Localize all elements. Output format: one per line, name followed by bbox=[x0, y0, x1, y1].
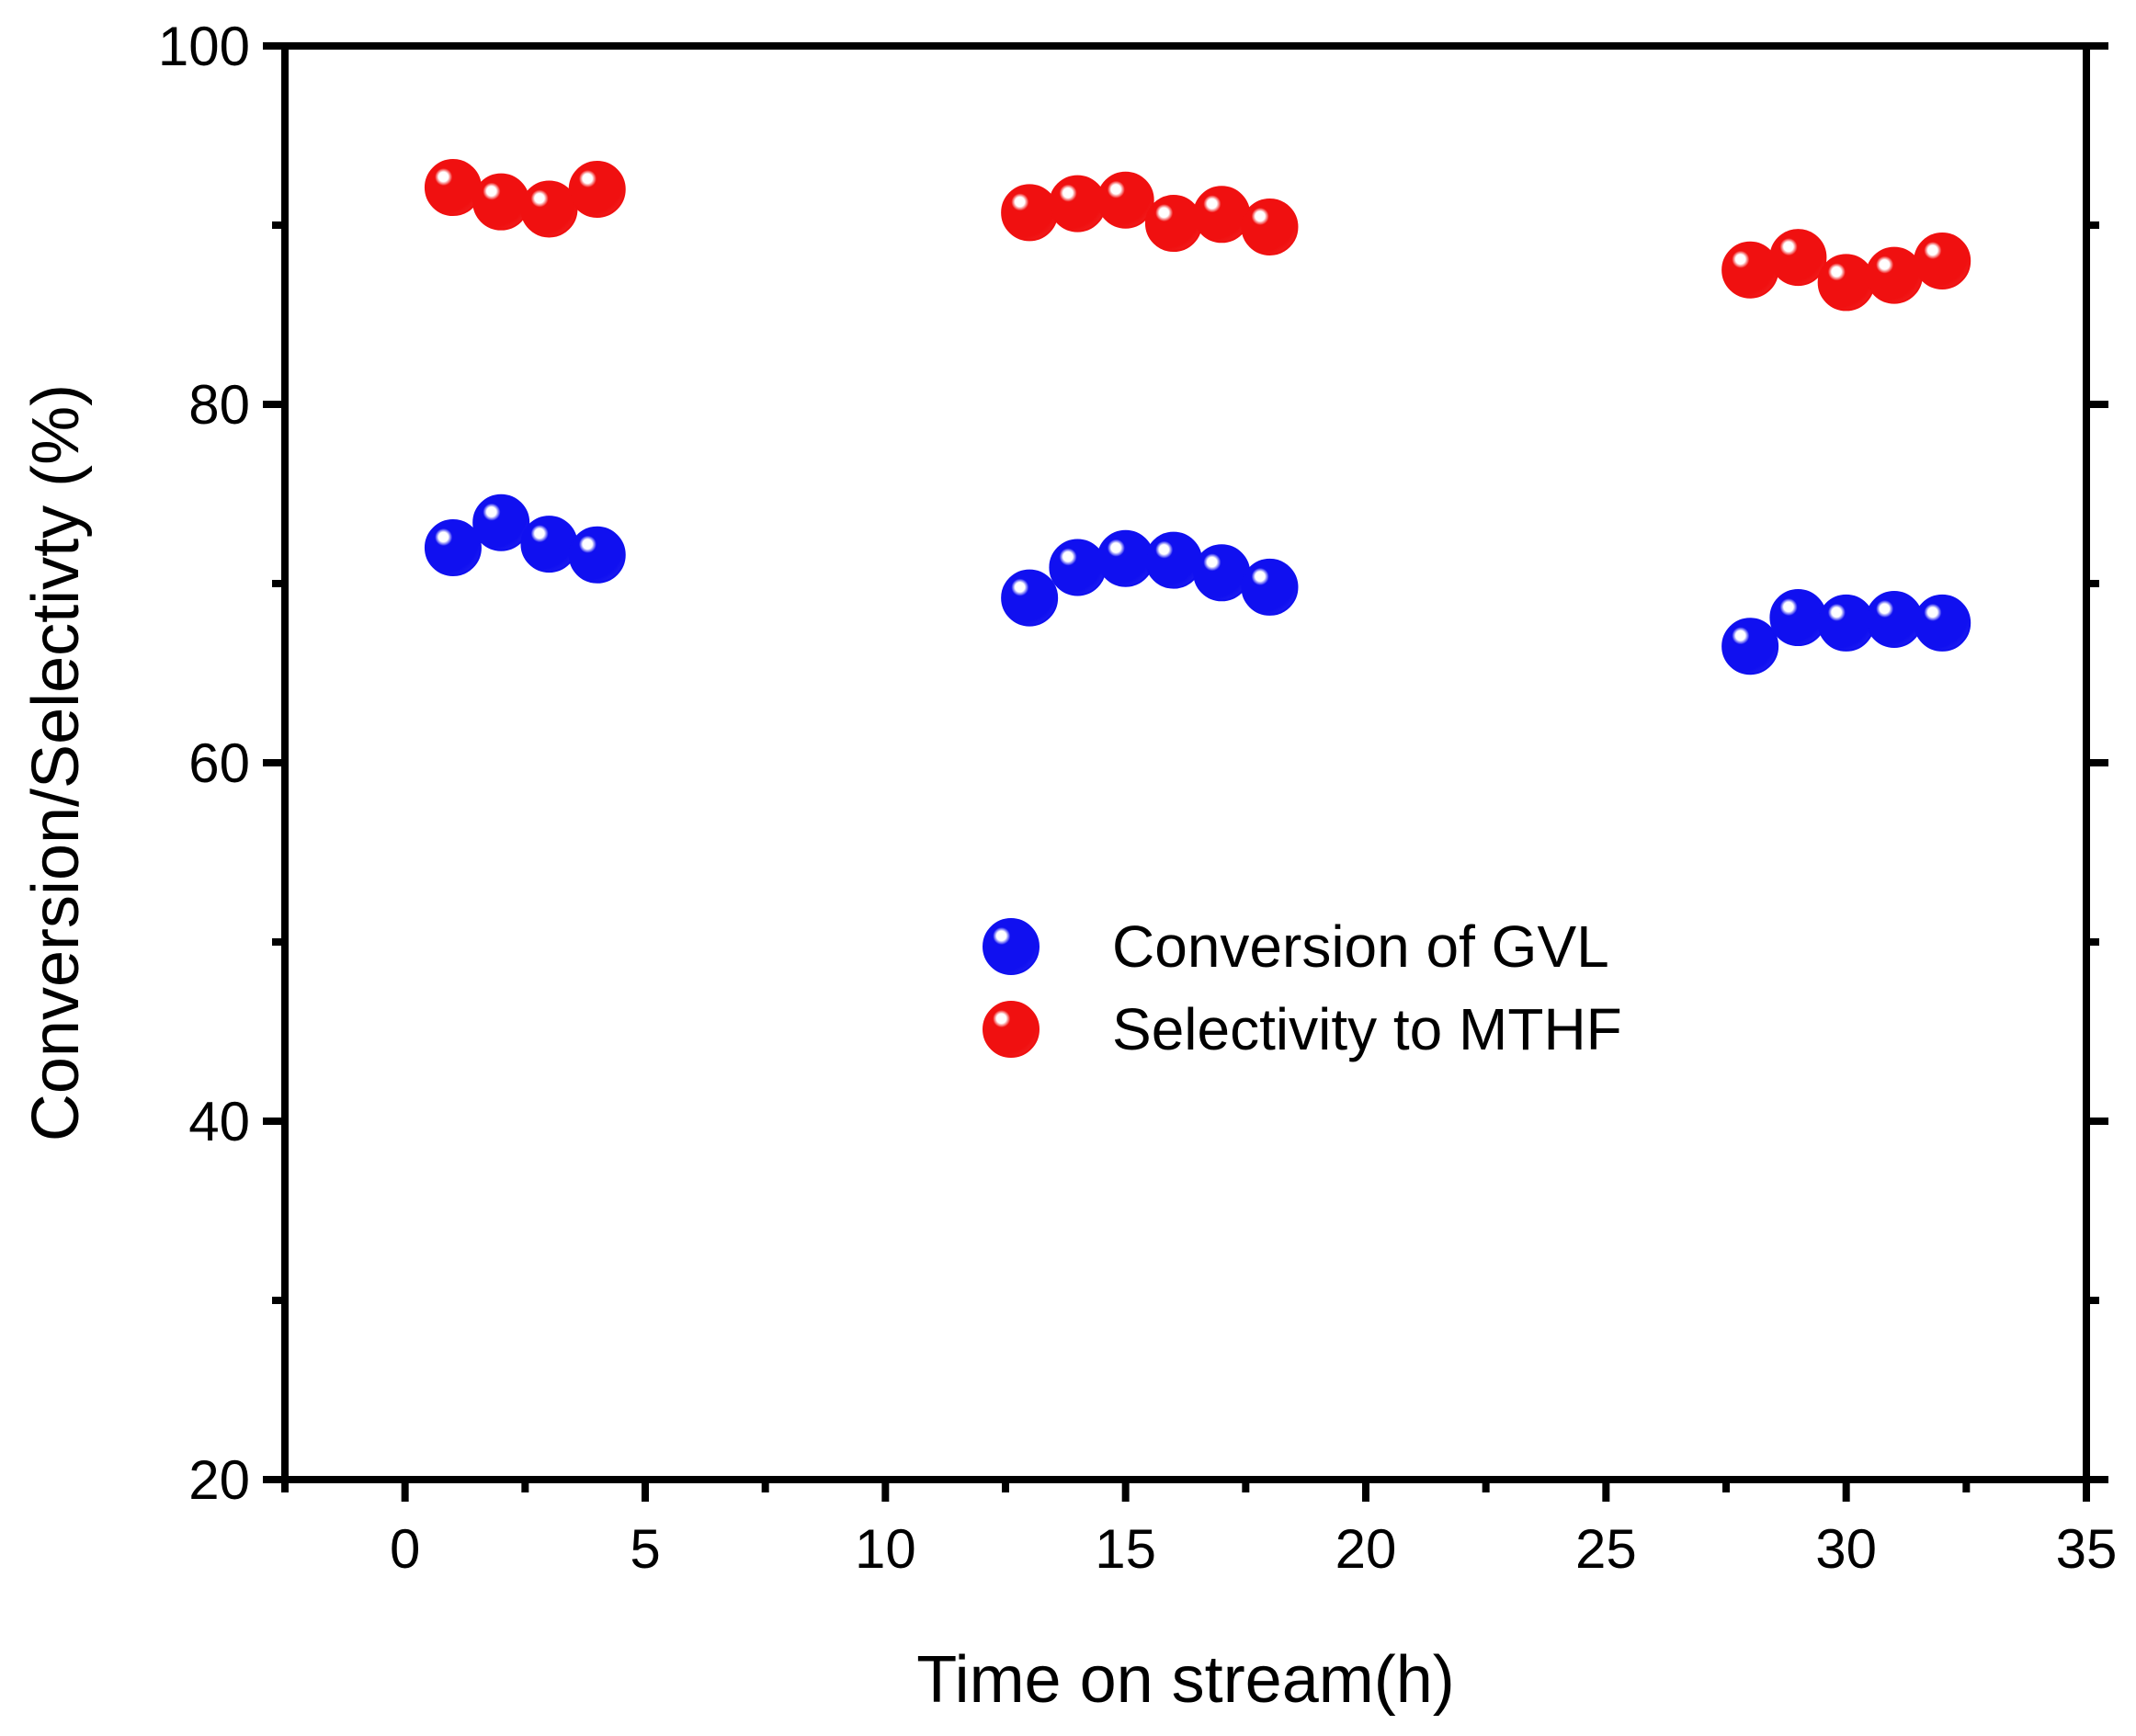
conversion-point bbox=[1914, 594, 1971, 652]
y-tick-label: 60 bbox=[188, 732, 250, 794]
y-tick-label: 20 bbox=[188, 1449, 250, 1511]
x-tick-label: 35 bbox=[2056, 1518, 2118, 1580]
legend: Conversion of GVL Selectivity to MTHF bbox=[983, 913, 1622, 1062]
x-tick-label: 30 bbox=[1815, 1518, 1877, 1580]
selectivity-point bbox=[1769, 229, 1827, 287]
selectivity-point bbox=[1865, 246, 1923, 304]
legend-marker bbox=[983, 918, 1040, 975]
x-tick-label: 5 bbox=[630, 1518, 660, 1580]
conversion-point bbox=[1193, 544, 1251, 602]
y-axis-title: Conversion/Selectivty (%) bbox=[19, 384, 93, 1141]
data-points bbox=[424, 159, 1971, 675]
conversion-point bbox=[1144, 531, 1202, 589]
conversion-point bbox=[1049, 539, 1107, 596]
legend-label: Selectivity to MTHF bbox=[1112, 996, 1622, 1062]
selectivity-point bbox=[1817, 254, 1875, 312]
y-tick-label: 40 bbox=[188, 1091, 250, 1152]
x-tick-label: 10 bbox=[855, 1518, 916, 1580]
conversion-point bbox=[1721, 618, 1779, 675]
conversion-point bbox=[472, 494, 530, 551]
x-axis-ticks: 0 5 10 15 20 25 30 35 bbox=[281, 1480, 2118, 1580]
conversion-point bbox=[424, 519, 482, 576]
conversion-point bbox=[1865, 591, 1923, 648]
selectivity-point bbox=[1721, 241, 1779, 299]
legend-label: Conversion of GVL bbox=[1112, 913, 1609, 980]
selectivity-point bbox=[520, 180, 578, 238]
selectivity-point bbox=[1144, 195, 1202, 253]
x-axis-title: Time on stream(h) bbox=[916, 1643, 1454, 1717]
selectivity-point bbox=[1914, 233, 1971, 289]
y-axis-ticks: 20 40 60 80 100 bbox=[158, 16, 2108, 1511]
x-tick-label: 15 bbox=[1095, 1518, 1156, 1580]
selectivity-point bbox=[472, 173, 530, 231]
selectivity-point bbox=[1193, 186, 1251, 244]
x-tick-label: 20 bbox=[1335, 1518, 1397, 1580]
selectivity-point bbox=[1049, 175, 1107, 233]
conversion-point bbox=[1096, 529, 1154, 587]
y-tick-label: 100 bbox=[158, 16, 250, 77]
selectivity-point bbox=[568, 161, 626, 218]
x-tick-label: 25 bbox=[1575, 1518, 1637, 1580]
conversion-point bbox=[568, 526, 626, 584]
legend-marker bbox=[983, 1001, 1040, 1058]
y-tick-label: 80 bbox=[188, 374, 250, 436]
conversion-point bbox=[1241, 558, 1299, 616]
conversion-point bbox=[520, 516, 578, 573]
selectivity-point bbox=[424, 159, 482, 217]
x-tick-label: 0 bbox=[390, 1518, 420, 1580]
selectivity-point bbox=[1001, 184, 1059, 242]
conversion-point bbox=[1817, 594, 1875, 652]
conversion-point bbox=[1001, 569, 1059, 627]
selectivity-point bbox=[1096, 171, 1154, 229]
conversion-point bbox=[1769, 589, 1827, 647]
selectivity-point bbox=[1241, 198, 1299, 255]
